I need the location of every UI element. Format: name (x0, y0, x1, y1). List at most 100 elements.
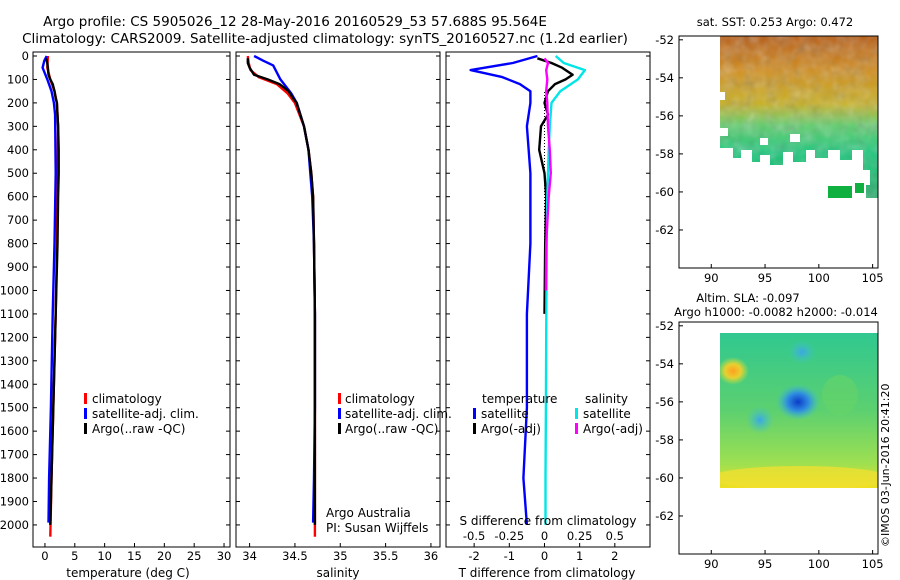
y-tick-label: 400 (7, 143, 29, 157)
map-y-tick-label: -60 (655, 185, 674, 199)
x-tick-label: -1 (504, 549, 515, 563)
x-tick-label: -2 (468, 549, 479, 563)
top-tick-label: -0.25 (494, 529, 524, 543)
sla-map-title-1: Altim. SLA: -0.097 (696, 291, 800, 305)
legend-label-temp-argo: Argo(-adj) (481, 422, 541, 436)
legend-swatch-argo (338, 423, 341, 434)
y-tick-label: 1600 (0, 424, 29, 438)
title-line-2: Climatology: CARS2009. Satellite-adjuste… (22, 31, 628, 47)
sla-anomaly (720, 466, 878, 488)
series-line-argo-raw-qc- (246, 58, 317, 525)
map-y-tick-label: -54 (655, 71, 674, 85)
top-tick-label: 0.5 (606, 529, 624, 543)
x-tick-label: 15 (127, 549, 142, 563)
y-tick-label: 1400 (0, 377, 29, 391)
y-tick-label: 500 (7, 166, 29, 180)
y-tick-label: 1500 (0, 401, 29, 415)
sst-map-title: sat. SST: 0.253 Argo: 0.472 (697, 15, 854, 29)
difference-top-axis-label: S difference from climatology (460, 514, 637, 528)
y-tick-label: 200 (7, 96, 29, 110)
pi-label: PI: Susan Wijffels (326, 521, 428, 535)
x-tick-label: 10 (97, 549, 112, 563)
legend-label-satellite-adj: satellite-adj. clim. (345, 407, 452, 421)
map-x-tick-label: 100 (808, 557, 830, 571)
series-line-temperature-satellite (469, 54, 538, 525)
legend-label-sal-satellite: satellite (583, 407, 631, 421)
map-y-tick-label: -52 (655, 33, 674, 47)
x-tick-label: 5 (71, 549, 78, 563)
sst-map: 90 95 100 105 -52 -54 -56 -58 -60 -62 (655, 33, 883, 285)
legend-swatch-sal-satellite (575, 408, 578, 419)
x-tick-label: 0 (541, 549, 548, 563)
series-line-temperature-argo-adj- (537, 57, 574, 314)
legend-label-argo: Argo(..raw -QC) (92, 422, 185, 436)
sst-patch (855, 183, 864, 193)
map-y-tick-label: -52 (655, 319, 674, 333)
x-tick-label: 25 (187, 549, 202, 563)
sla-anomaly (746, 406, 774, 434)
legend-label-climatology: climatology (92, 392, 162, 406)
salinity-plot-frame (235, 51, 441, 548)
legend-label-climatology: climatology (345, 392, 415, 406)
difference-legend: temperature salinity satellite Argo(-adj… (473, 392, 643, 436)
sla-anomaly (788, 340, 816, 364)
map-y-tick-label: -56 (655, 109, 674, 123)
y-tick-label: 300 (7, 119, 29, 133)
sst-patch (828, 186, 852, 198)
x-tick-label: 34.5 (282, 549, 308, 563)
legend-swatch-satellite-adj (84, 408, 87, 419)
temperature-legend: climatology satellite-adj. clim. Argo(..… (84, 392, 199, 436)
map-y-tick-label: -58 (655, 147, 674, 161)
legend-swatch-climatology (338, 393, 341, 404)
map-x-tick-label: 95 (758, 557, 773, 571)
legend-swatch-temp-argo (473, 423, 476, 434)
x-tick-label: 1 (576, 549, 583, 563)
y-tick-label: 800 (7, 237, 29, 251)
x-tick-label: 2 (611, 549, 618, 563)
sla-anomaly (720, 357, 749, 385)
temperature-x-axis-label: temperature (deg C) (66, 566, 189, 580)
map-y-tick-label: -56 (655, 395, 674, 409)
top-tick-label: 0 (541, 529, 548, 543)
y-tick-label: 100 (7, 72, 29, 86)
map-y-tick-label: -54 (655, 357, 674, 371)
y-tick-label: 1000 (0, 283, 29, 297)
y-tick-label: 1900 (0, 494, 29, 508)
sla-anomaly (822, 375, 858, 415)
x-tick-label: 20 (157, 549, 172, 563)
series-line-salinity-argo-adj- (543, 57, 552, 291)
difference-plot-frame (445, 51, 651, 548)
y-tick-label: 1300 (0, 354, 29, 368)
x-tick-label: 35 (333, 549, 348, 563)
legend-swatch-climatology (84, 393, 87, 404)
credit-label: ©IMOS 03-Jun-2016 20:41:20 (879, 383, 892, 547)
legend-header-salinity: salinity (585, 392, 628, 406)
y-tick-label: 600 (7, 190, 29, 204)
sla-anomaly (776, 384, 820, 420)
sla-map: 90 95 100 105 -52 -54 -56 -58 -60 -62 (655, 319, 884, 571)
legend-label-satellite-adj: satellite-adj. clim. (92, 407, 199, 421)
legend-swatch-temp-satellite (473, 408, 476, 419)
map-x-tick-label: 105 (862, 557, 884, 571)
salinity-x-axis-label: salinity (316, 566, 359, 580)
legend-swatch-satellite-adj (338, 408, 341, 419)
sla-map-frame (678, 321, 879, 555)
temperature-plot-frame (32, 51, 231, 548)
sla-map-title-2: Argo h1000: -0.0082 h2000: -0.014 (674, 305, 878, 319)
x-tick-label: 34 (242, 549, 257, 563)
y-tick-label: 0 (22, 49, 29, 63)
salinity-legend: climatology satellite-adj. clim. Argo(..… (338, 392, 452, 436)
sst-land-mask (720, 92, 870, 198)
series-line-salinity-satellite (544, 55, 587, 525)
x-tick-label: 36 (424, 549, 439, 563)
top-tick-label: -0.5 (463, 529, 485, 543)
sst-map-frame (678, 35, 879, 269)
map-x-tick-label: 105 (862, 271, 884, 285)
legend-label-temp-satellite: satellite (481, 407, 529, 421)
series-line-argo-raw-qc- (44, 58, 60, 525)
map-y-tick-label: -62 (655, 223, 674, 237)
map-x-tick-label: 90 (704, 557, 719, 571)
map-x-tick-label: 90 (704, 271, 719, 285)
map-x-tick-label: 100 (808, 271, 830, 285)
